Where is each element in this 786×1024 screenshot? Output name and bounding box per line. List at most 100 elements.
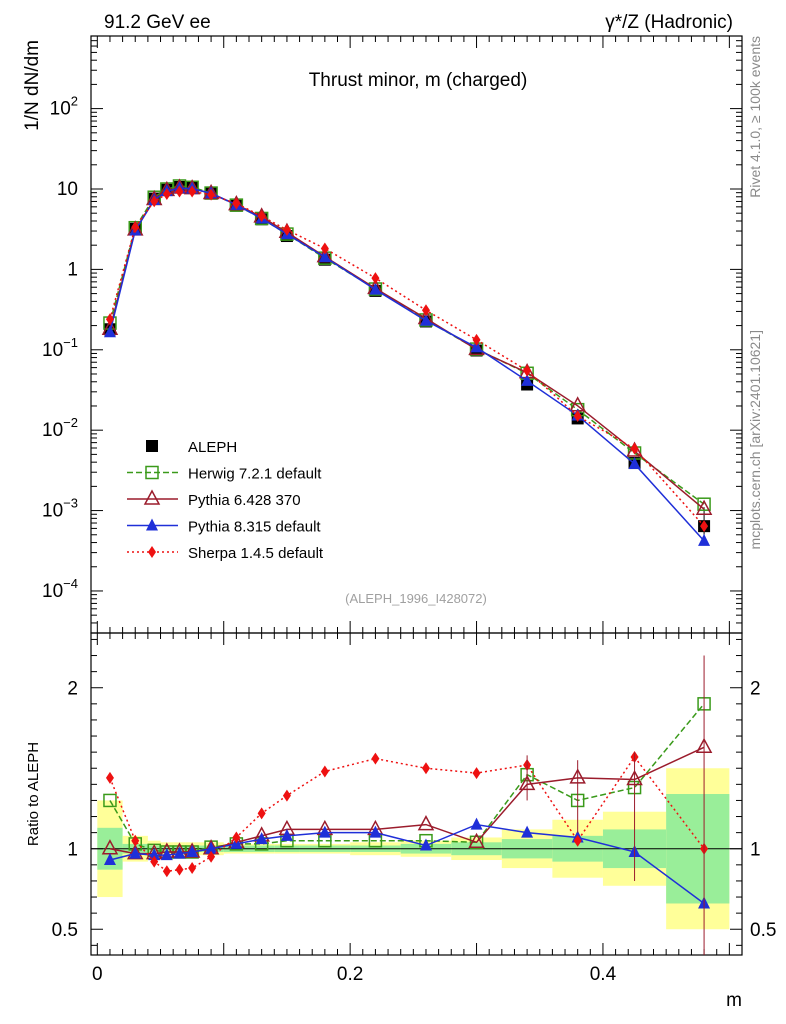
sherpa-point <box>421 304 430 317</box>
sherpa-ratio-point <box>175 863 184 876</box>
text-layer: 91.2 GeV ee γ*/Z (Hadronic) Thrust minor… <box>22 12 763 1011</box>
ratio-y-tick-label-right: 1 <box>750 840 761 861</box>
ratio-y-tick-label: 0.5 <box>52 920 78 941</box>
ratio-y-tick-label-right: 2 <box>750 679 761 700</box>
pythia8-ratio-point <box>186 844 199 857</box>
pythia8-ratio-point <box>280 828 293 841</box>
y-tick-label: 10−3 <box>42 496 78 522</box>
sherpa-point <box>523 364 532 377</box>
y-tick-label: 1 <box>67 259 78 280</box>
sherpa-ratio-point <box>257 807 266 820</box>
sherpa-point <box>175 185 184 198</box>
sherpa-ratio-point <box>150 855 159 868</box>
pythia8-ratio-point <box>205 841 218 854</box>
pythia8-ratio-point <box>173 846 186 859</box>
sherpa-point <box>188 185 197 198</box>
axes-layer: 10−4 10−3 10−2 10−1 1 10 102 0.5 0.5 1 1 2 2 0 0.2 0.4 <box>42 35 776 985</box>
x-axis-label: m <box>726 990 742 1011</box>
sherpa-point <box>150 195 159 208</box>
sherpa-point <box>573 410 582 423</box>
herwig-ratio-point <box>469 835 484 850</box>
sherpa-ratio-point <box>131 834 140 847</box>
pythia8-point <box>103 325 116 338</box>
sherpa-ratio-point <box>162 865 171 878</box>
pythia8-point <box>369 282 382 295</box>
y-tick-label: 10 <box>57 179 78 200</box>
legend-label: Pythia 6.428 370 <box>188 492 301 509</box>
sherpa-ratio-point <box>573 834 582 847</box>
sherpa-point <box>371 272 380 285</box>
y-tick-label: 10−1 <box>42 335 78 361</box>
sherpa-point <box>232 197 241 210</box>
x-tick-label: 0.2 <box>337 964 363 985</box>
pythia8-ratio-point <box>148 848 161 861</box>
sherpa-ratio-point <box>232 831 241 844</box>
sherpa-ratio-point <box>282 789 291 802</box>
pythia8-line <box>109 187 705 542</box>
legend-label: ALEPH <box>188 439 237 456</box>
sherpa-ratio-point <box>188 862 197 875</box>
x-tick-label: 0.4 <box>590 964 617 985</box>
pythia8-point <box>521 373 534 386</box>
sherpa-point <box>257 210 266 223</box>
legend-label: Herwig 7.2.1 default <box>188 466 322 483</box>
pythia8-ratio-point <box>103 853 116 866</box>
pythia8-ratio-point <box>255 832 268 845</box>
sherpa-ratio-point <box>320 765 329 778</box>
pythia8-point <box>318 250 331 263</box>
pythia6-line <box>109 187 705 510</box>
legend: ALEPH Herwig 7.2.1 default Pythia 6.428 37… <box>127 439 324 562</box>
legend-marker <box>146 440 158 452</box>
series-layer <box>101 178 713 955</box>
pythia8-ratio-point <box>470 817 483 830</box>
header-left: 91.2 GeV ee <box>104 12 211 33</box>
sherpa-point <box>207 188 216 201</box>
sherpa-point <box>320 242 329 255</box>
sherpa-line <box>109 190 705 527</box>
sherpa-point <box>282 223 291 236</box>
sherpa-ratio-point <box>472 767 481 780</box>
sherpa-point <box>700 520 709 533</box>
y-tick-label: 10−4 <box>42 576 78 602</box>
pythia6-ratio-point <box>417 815 435 831</box>
x-tick-label: 0 <box>92 964 103 985</box>
side-label-mcplots: mcplots.cern.ch [arXiv:2401.10621] <box>747 330 763 549</box>
chart-title: Thrust minor, m (charged) <box>309 70 528 91</box>
legend-label: Pythia 8.315 default <box>188 519 321 536</box>
legend-marker <box>145 465 159 480</box>
y-axis-label-ratio: Ratio to ALEPH <box>25 742 42 846</box>
legend-marker <box>148 546 156 558</box>
sherpa-point <box>162 188 171 201</box>
main-plot-frame <box>90 35 743 634</box>
sherpa-ratio-point <box>421 762 430 775</box>
y-tick-label: 10−2 <box>42 415 78 441</box>
pythia6-point <box>626 441 643 457</box>
y-tick-label: 102 <box>50 94 78 120</box>
pythia6-ratio-line <box>109 746 705 855</box>
legend-label: Sherpa 1.4.5 default <box>188 545 324 562</box>
sherpa-point <box>630 442 639 455</box>
sherpa-ratio-point <box>207 850 216 863</box>
pythia8-ratio-point <box>369 825 382 838</box>
pythia6-point <box>695 499 713 515</box>
pythia8-point <box>698 533 711 546</box>
watermark: (ALEPH_1996_I428072) <box>345 591 487 606</box>
herwig-line <box>109 185 705 505</box>
header-right: γ*/Z (Hadronic) <box>605 12 733 33</box>
side-label-rivet: Rivet 4.1.0, ≥ 100k events <box>747 36 763 198</box>
sherpa-ratio-point <box>105 771 114 784</box>
sherpa-point <box>472 333 481 346</box>
ratio-y-tick-label: 2 <box>67 679 78 700</box>
herwig-ratio-line <box>109 703 705 853</box>
pythia8-point <box>628 456 641 469</box>
ratio-y-tick-label-right: 0.5 <box>750 920 776 941</box>
pythia8-point <box>419 313 432 326</box>
legend-marker <box>143 489 161 505</box>
herwig-ratio-point <box>103 793 117 808</box>
pythia8-ratio-point <box>521 825 534 838</box>
pythia8-point <box>470 340 483 353</box>
ratio-plot-frame <box>90 632 743 956</box>
pythia8-ratio-point <box>129 846 142 859</box>
sherpa-ratio-point <box>371 752 380 765</box>
